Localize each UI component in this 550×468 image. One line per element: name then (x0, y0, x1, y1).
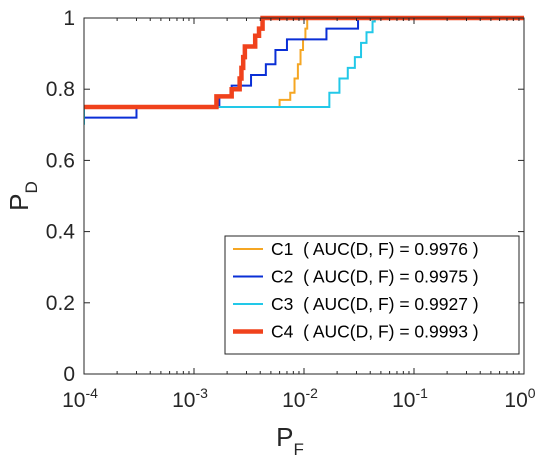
x-tick-label: 10-3 (172, 385, 208, 412)
legend-label-c4: C4 ( AUC(D, F) = 0.9993 ) (271, 322, 479, 342)
y-axis: 0 0.2 0.4 0.6 0.8 1 (46, 7, 524, 386)
y-tick-label: 0 (63, 363, 75, 386)
x-tick-label: 10-1 (392, 385, 428, 412)
y-tick-label: 0.2 (46, 292, 75, 315)
series-layer (84, 15, 524, 125)
series-line-c2 (84, 17, 524, 119)
series-line-c4 (84, 15, 524, 110)
series-line-c3 (84, 17, 524, 125)
x-tick-label: 100 (504, 385, 535, 412)
legend-label-c2: C2 ( AUC(D, F) = 0.9975 ) (271, 267, 479, 287)
y-tick-label: 1 (63, 7, 75, 30)
legend-label-c3: C3 ( AUC(D, F) = 0.9927 ) (271, 294, 479, 314)
x-axis-label: PF (276, 422, 304, 459)
x-tick-label: 10-2 (282, 385, 318, 412)
y-axis-label: PD (4, 181, 41, 211)
legend: C1 ( AUC(D, F) = 0.9976 ) C2 ( AUC(D, F) … (224, 235, 520, 355)
x-axis: 10-4 10-3 10-2 10-1 100 (62, 18, 536, 412)
legend-label-c1: C1 ( AUC(D, F) = 0.9976 ) (271, 239, 479, 259)
series-line-c1 (84, 17, 524, 108)
x-tick-label: 10-4 (62, 385, 98, 412)
y-tick-label: 0.8 (46, 78, 75, 101)
legend-box (224, 235, 520, 355)
y-tick-label: 0.6 (46, 149, 75, 172)
y-tick-label: 0.4 (46, 221, 76, 244)
